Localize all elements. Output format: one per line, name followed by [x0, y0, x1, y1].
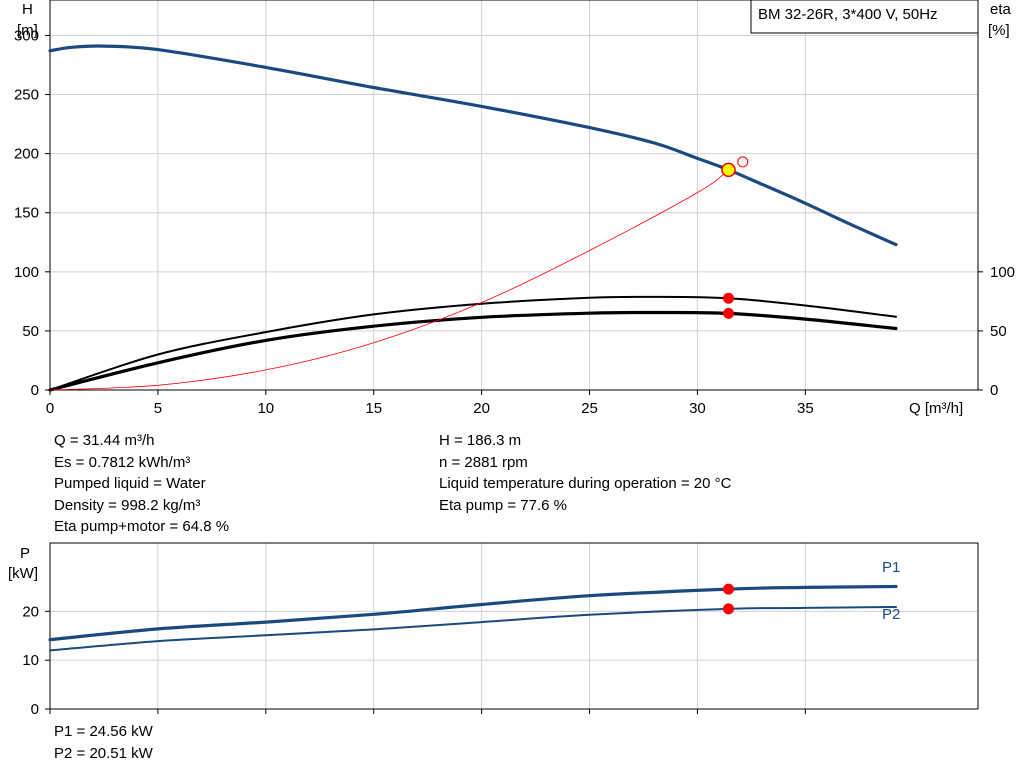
operating-point-marker	[723, 603, 735, 615]
x-tick-label: 20	[473, 400, 490, 417]
series-eta-pump-line	[49, 295, 897, 391]
h-axis-unit: [m]	[17, 22, 38, 39]
power-grid	[50, 543, 978, 709]
main-operating-points	[721, 156, 749, 319]
x-tick-label: 35	[797, 400, 814, 417]
series-eta-pump-motor-line	[48, 310, 898, 392]
chart-title-box	[750, 0, 979, 34]
chart-title: BM 32-26R, 3*400 V, 50Hz	[758, 6, 938, 23]
power-series	[48, 584, 898, 652]
power-info-block: P1 = 24.56 kW P2 = 20.51 kW	[54, 721, 153, 764]
y-tick-label: 10	[22, 652, 39, 669]
info-eta-pump-motor: Eta pump+motor = 64.8 %	[54, 518, 230, 535]
series-p2-line	[49, 606, 897, 652]
power-chart: 0 10 20 P [kW] P1 P2	[8, 542, 979, 718]
info-liquid-temperature: Liquid temperature during operation = 20…	[439, 475, 732, 492]
info-p1: P1 = 24.56 kW	[54, 723, 153, 740]
y-tick-label: 250	[14, 87, 39, 104]
power-tick-labels: 0 10 20	[22, 603, 806, 718]
operating-point-marker	[723, 307, 735, 319]
operating-point-marker	[721, 162, 736, 178]
x-tick-label: 5	[154, 400, 162, 417]
eta-tick-label: 0	[990, 382, 998, 399]
open-point-marker	[737, 156, 749, 168]
info-specific-energy: Es = 0.7812 kWh/m³	[54, 453, 191, 471]
main-series	[48, 44, 898, 392]
info-p2: P2 = 20.51 kW	[54, 744, 153, 762]
y-tick-label: 50	[22, 323, 39, 340]
p-axis-unit: [kW]	[8, 565, 38, 582]
y-tick-label: 20	[22, 603, 39, 620]
x-tick-label: 0	[46, 400, 54, 417]
main-tick-labels: 0 5 10 15 20 25 30 35 0 50 100 150 200 250 300 0 50 100	[14, 27, 1015, 417]
main-grid	[50, 0, 978, 390]
eta-tick-label: 100	[990, 264, 1015, 281]
p-axis-label: P	[20, 545, 30, 562]
y-tick-label: 300	[14, 27, 39, 44]
y-tick-label: 100	[14, 264, 39, 281]
info-speed: n = 2881 rpm	[439, 453, 528, 471]
info-head: H = 186.3 m	[439, 432, 522, 449]
eta-axis-unit: [%]	[988, 22, 1010, 39]
power-operating-points	[723, 583, 735, 615]
x-tick-label: 30	[689, 400, 706, 417]
x-tick-label: 25	[581, 400, 598, 417]
operating-point-marker	[723, 292, 735, 304]
info-block-left: Q = 31.44 m³/h Es = 0.7812 kWh/m³ Pumped…	[54, 430, 229, 538]
head-efficiency-chart: 0 5 10 15 20 25 30 35 0 50 100 150 200 250 300 0 50 100 H…	[14, 0, 1015, 417]
eta-tick-label: 50	[990, 323, 1007, 340]
series-system-curve-line	[49, 169, 729, 391]
y-tick-label: 0	[31, 382, 39, 399]
p1-series-label: P1	[882, 559, 900, 576]
info-pumped-liquid: Pumped liquid = Water	[54, 475, 206, 492]
y-tick-label: 200	[14, 146, 39, 163]
main-plot-frame	[49, 0, 979, 391]
operating-point-marker	[723, 583, 735, 595]
series-p1-line	[48, 584, 898, 642]
x-tick-label: 10	[257, 400, 274, 417]
info-eta-pump: Eta pump = 77.6 %	[439, 496, 567, 514]
info-block-right: H = 186.3 m n = 2881 rpm Liquid temperat…	[439, 430, 731, 516]
info-flow: Q = 31.44 m³/h	[54, 432, 155, 449]
series-head-line	[48, 44, 898, 247]
q-axis-label: Q [m³/h]	[909, 400, 963, 417]
h-axis-label: H	[22, 1, 33, 18]
y-tick-label: 150	[14, 205, 39, 222]
y-tick-label: 0	[31, 701, 39, 718]
info-density: Density = 998.2 kg/m³	[54, 496, 201, 514]
power-plot-frame	[49, 542, 979, 710]
x-tick-label: 15	[365, 400, 382, 417]
p2-series-label: P2	[882, 606, 900, 623]
eta-axis-label: eta	[990, 1, 1012, 18]
